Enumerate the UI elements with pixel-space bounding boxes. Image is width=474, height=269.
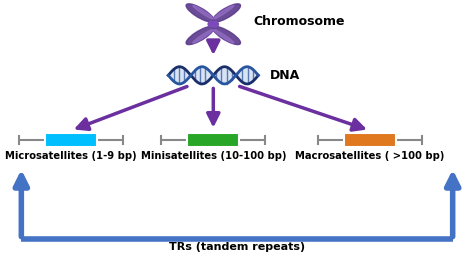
Ellipse shape [214, 5, 234, 19]
Text: TRs (tandem repeats): TRs (tandem repeats) [169, 242, 305, 252]
Ellipse shape [213, 26, 240, 45]
Text: Microsatellites (1-9 bp): Microsatellites (1-9 bp) [5, 151, 137, 161]
FancyBboxPatch shape [344, 133, 396, 147]
Text: Macrosatellites ( >100 bp): Macrosatellites ( >100 bp) [295, 151, 445, 161]
Text: DNA: DNA [270, 69, 301, 82]
Ellipse shape [193, 30, 213, 43]
Ellipse shape [208, 21, 219, 27]
Ellipse shape [214, 30, 234, 43]
Text: Minisatellites (10-100 bp): Minisatellites (10-100 bp) [141, 151, 286, 161]
Ellipse shape [186, 26, 214, 45]
Ellipse shape [186, 4, 214, 22]
FancyBboxPatch shape [45, 133, 97, 147]
FancyBboxPatch shape [187, 133, 239, 147]
Text: Chromosome: Chromosome [254, 15, 345, 28]
Ellipse shape [213, 4, 240, 22]
Ellipse shape [193, 5, 213, 19]
